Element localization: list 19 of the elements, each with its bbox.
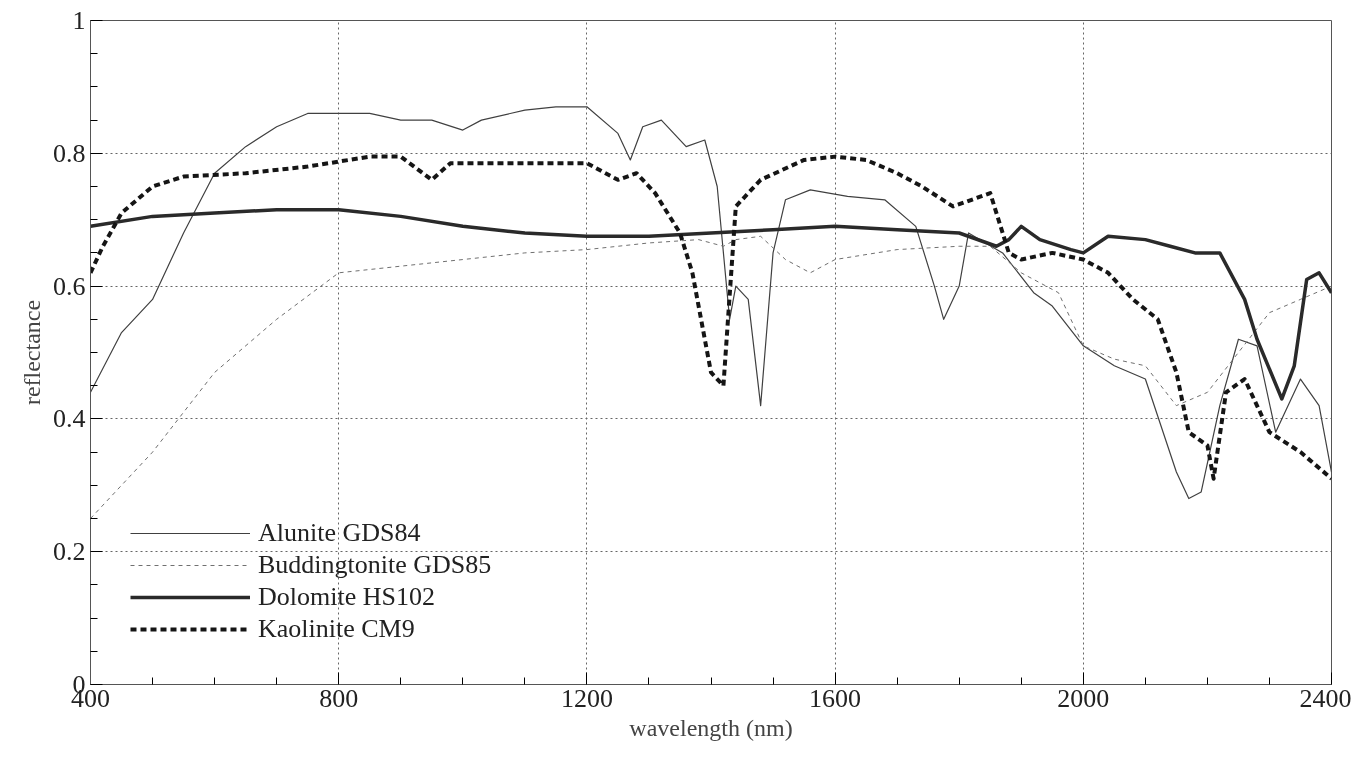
legend-label: Kaolinite CM9: [258, 614, 415, 644]
x-tick-label: 800: [319, 683, 359, 713]
legend-label: Dolomite HS102: [258, 582, 435, 612]
legend-label: Alunite GDS84: [258, 518, 421, 548]
y-axis-title: reflectance: [19, 299, 45, 406]
y-tick-label: 0.4: [53, 404, 86, 434]
x-tick-label: 2000: [1057, 683, 1110, 713]
x-tick-label: 1200: [560, 683, 613, 713]
line-series: [90, 207, 1332, 401]
line-series: [90, 154, 1332, 481]
x-tick-label: 1600: [809, 683, 862, 713]
y-tick-label: 1: [72, 6, 86, 35]
x-tick-label: 2400: [1299, 683, 1351, 713]
y-tick-label: 0.6: [53, 271, 86, 301]
line-series: [90, 106, 1332, 500]
y-tick-label: 0.2: [53, 537, 86, 567]
legend-label: Buddingtonite GDS85: [258, 550, 492, 580]
x-axis-title: wavelength (nm): [629, 714, 793, 741]
y-tick-label: 0.8: [53, 138, 86, 168]
